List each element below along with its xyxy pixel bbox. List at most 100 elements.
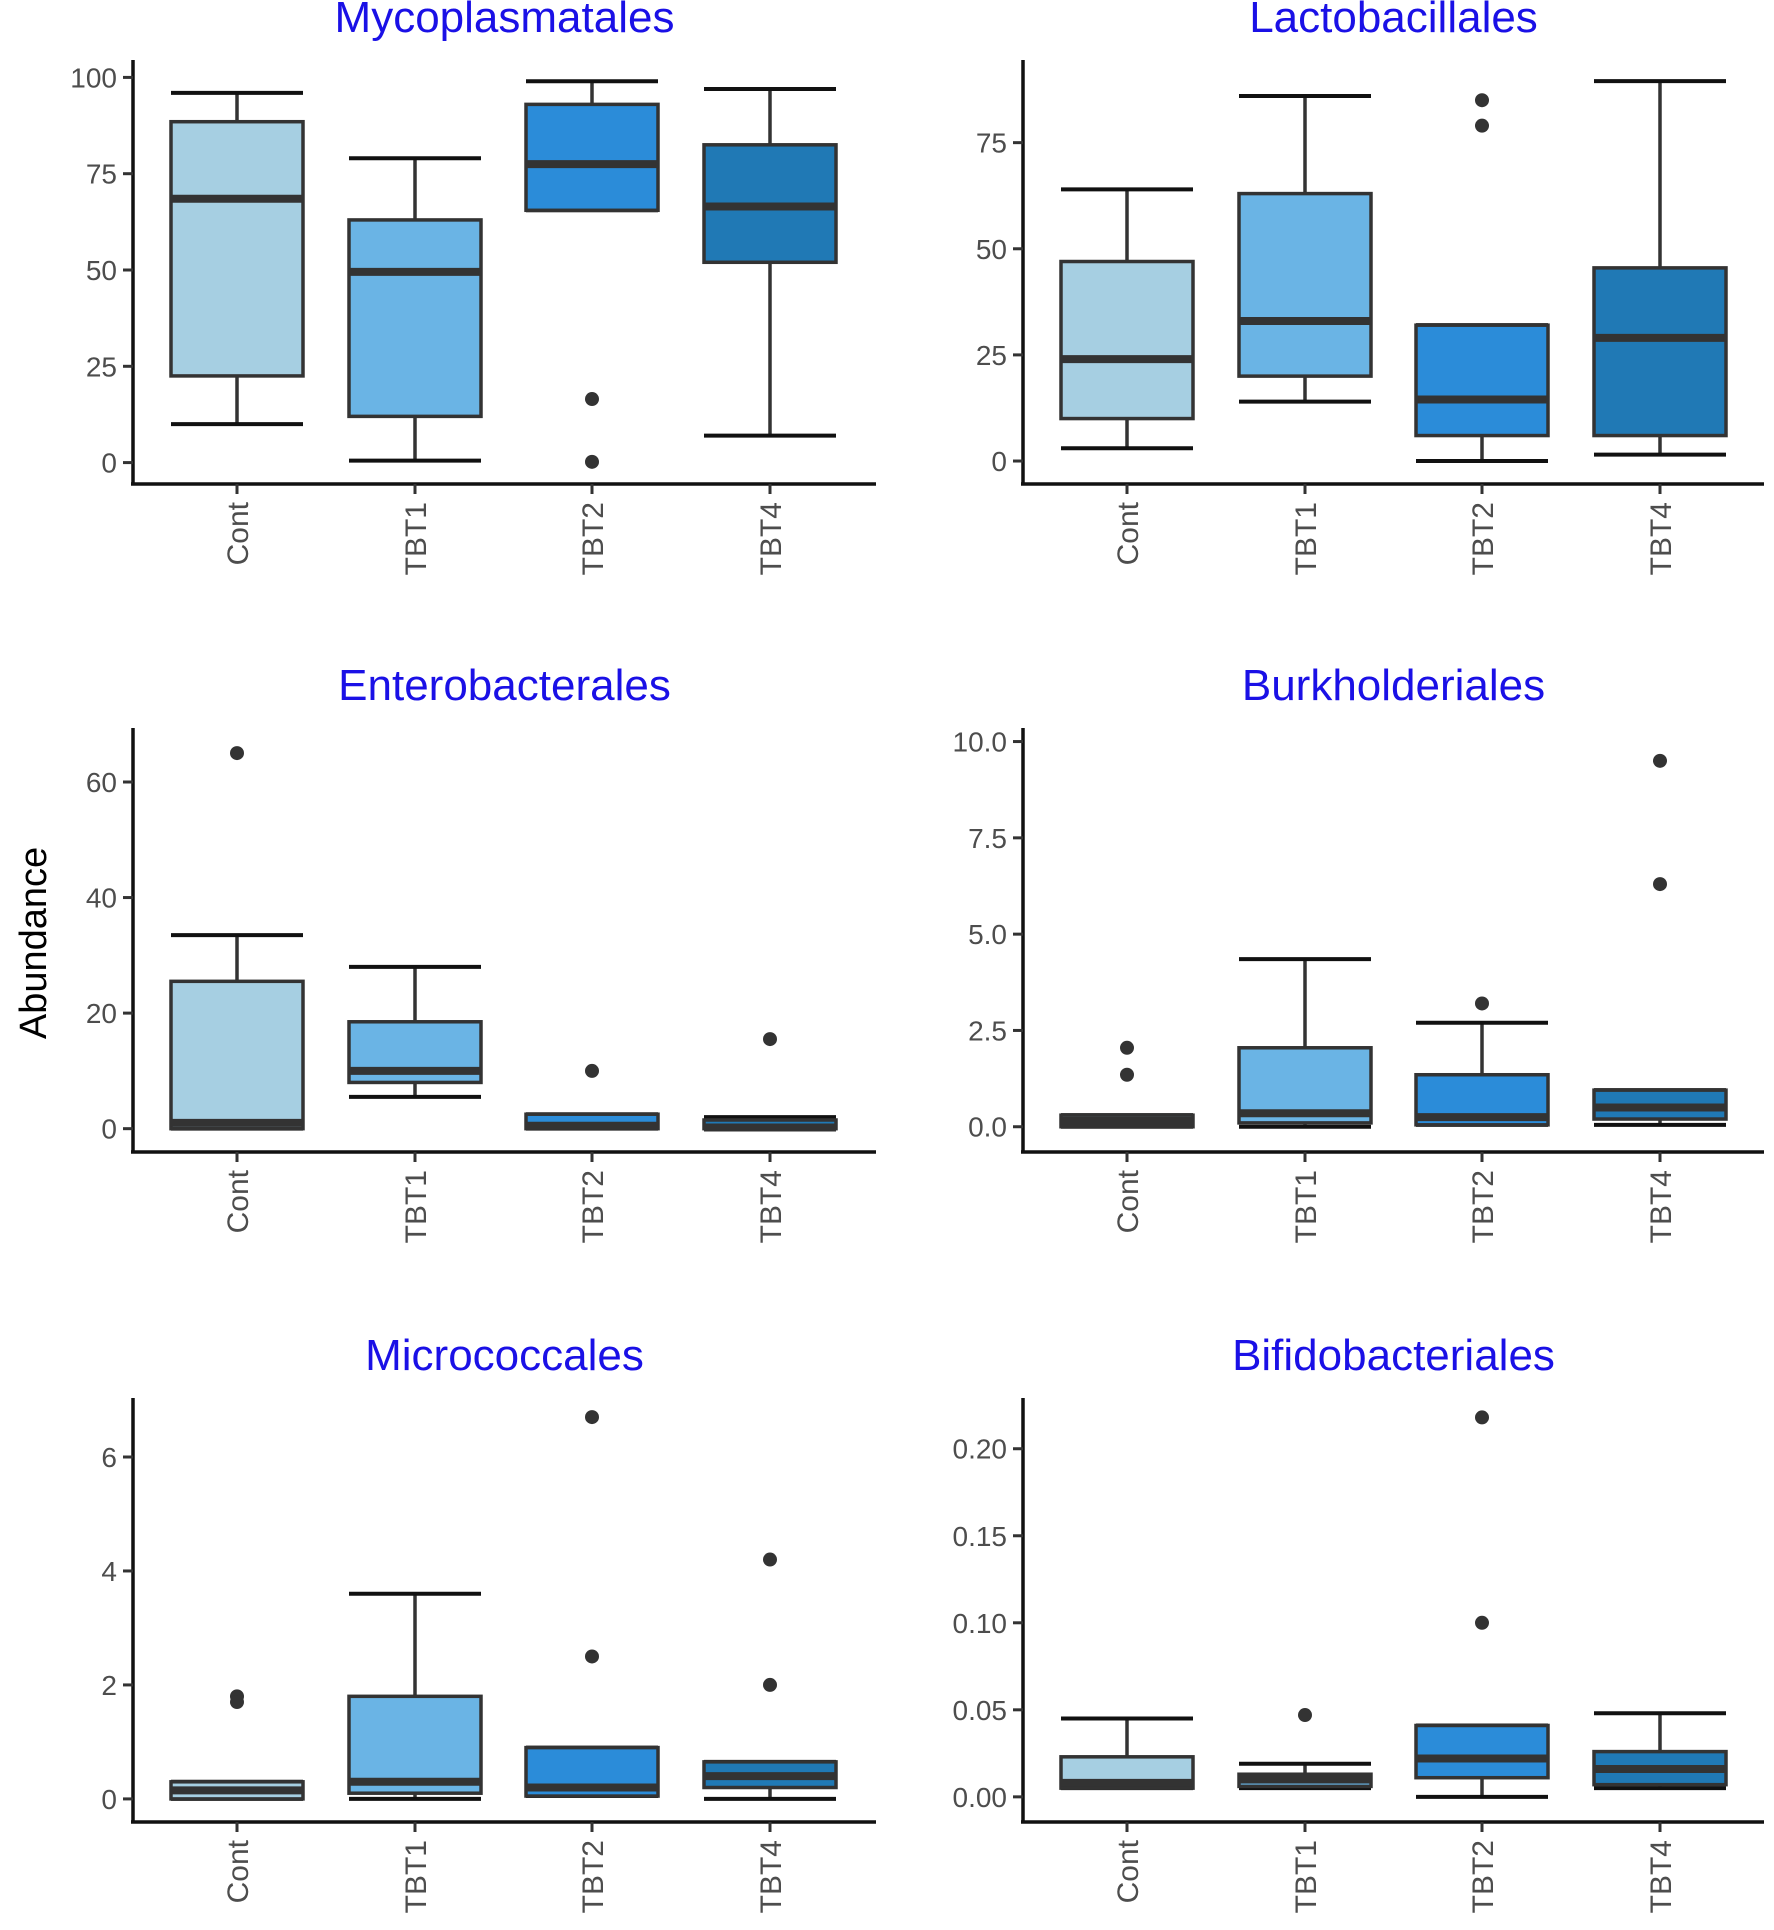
box-cont — [1059, 1716, 1195, 1791]
box-tbt1 — [1237, 1708, 1373, 1791]
y-tick-label: 0.15 — [953, 1521, 1008, 1552]
outlier-point — [1475, 93, 1489, 108]
y-tick-label: 25 — [86, 351, 117, 382]
panel-mycoplasmatales: Mycoplasmatales 0 25 50 75 100 Cont TBT1 TBT2 TBT… — [70, 0, 876, 575]
x-tick-label: TBT1 — [400, 502, 433, 575]
outlier-point — [763, 1552, 777, 1567]
y-tick-label: 20 — [86, 998, 117, 1029]
y-tick-label: 25 — [976, 340, 1007, 371]
x-tick-label: TBT4 — [755, 1840, 788, 1913]
outlier-point — [1653, 753, 1667, 768]
y-tick-label: 4 — [101, 1556, 117, 1587]
box-cont — [1059, 187, 1195, 451]
y-tick-label: 50 — [976, 234, 1007, 265]
outlier-point — [763, 1677, 777, 1692]
y-tick-label: 40 — [86, 883, 117, 914]
outlier-point — [585, 454, 599, 469]
box-cont — [1059, 1040, 1195, 1129]
box-tbt4 — [702, 1032, 838, 1132]
box-tbt4 — [702, 1552, 838, 1801]
x-tick-label: TBT2 — [577, 1170, 610, 1243]
iqr-box — [1414, 1723, 1550, 1780]
y-tick-label: 6 — [101, 1442, 117, 1473]
x-tick-label: TBT1 — [1290, 502, 1323, 575]
y-tick-label: 0 — [991, 446, 1007, 477]
box-tbt2 — [1414, 996, 1550, 1127]
iqr-box — [169, 119, 305, 378]
panel-bifidobacteriales: Bifidobacteriales 0.00 0.05 0.10 0.15 0.20 Con… — [953, 1331, 1764, 1913]
box-tbt1 — [347, 156, 483, 463]
y-tick-label: 0.0 — [968, 1112, 1007, 1143]
outlier-point — [585, 1063, 599, 1078]
y-tick-label: 50 — [86, 255, 117, 286]
x-tick-label: TBT2 — [1467, 502, 1500, 575]
box-tbt2 — [1414, 93, 1550, 464]
panel-title: Lactobacillales — [1249, 0, 1538, 42]
y-tick-label: 100 — [70, 62, 117, 93]
outlier-point — [1475, 1615, 1489, 1630]
x-tick-label: TBT2 — [1467, 1170, 1500, 1243]
box-tbt2 — [524, 79, 660, 469]
iqr-box — [1592, 266, 1728, 438]
y-tick-label: 0 — [101, 448, 117, 479]
iqr-box — [1237, 191, 1373, 378]
outlier-point — [1475, 118, 1489, 133]
x-tick-label: TBT1 — [400, 1840, 433, 1913]
iqr-box — [169, 979, 305, 1131]
box-cont — [169, 746, 305, 1131]
y-tick-label: 75 — [86, 159, 117, 190]
panel-lactobacillales: Lactobacillales 0 25 50 75 Cont TBT1 TBT2 TBT4 — [976, 0, 1764, 575]
x-tick-label: TBT4 — [1645, 1840, 1678, 1913]
y-tick-label: 0.20 — [953, 1434, 1008, 1465]
x-tick-label: TBT1 — [1290, 1170, 1323, 1243]
iqr-box — [347, 218, 483, 419]
box-tbt1 — [1237, 957, 1373, 1129]
box-cont — [169, 90, 305, 427]
panel-enterobacterales: Enterobacterales 0 20 40 60 Cont TBT1 TBT2 TBT4 — [86, 661, 876, 1243]
iqr-box — [524, 102, 660, 213]
x-tick-label: Cont — [222, 501, 255, 565]
iqr-box — [347, 1694, 483, 1795]
outlier-point — [1475, 1410, 1489, 1425]
y-tick-label: 7.5 — [968, 823, 1007, 854]
box-tbt1 — [347, 964, 483, 1099]
outlier-point — [585, 1410, 599, 1425]
x-tick-label: TBT1 — [1290, 1840, 1323, 1913]
box-tbt4 — [702, 86, 838, 438]
y-tick-label: 5.0 — [968, 919, 1007, 950]
outlier-point — [763, 1032, 777, 1047]
panel-title: Micrococcales — [365, 1331, 644, 1380]
x-tick-label: TBT2 — [577, 502, 610, 575]
outlier-point — [1653, 877, 1667, 892]
outlier-point — [1120, 1040, 1134, 1055]
outlier-point — [585, 392, 599, 407]
iqr-box — [1059, 259, 1195, 421]
panel-title: Bifidobacteriales — [1232, 1331, 1555, 1380]
x-tick-label: Cont — [1112, 1839, 1145, 1903]
x-tick-label: TBT4 — [1645, 1170, 1678, 1243]
panel-burkholderiales: Burkholderiales 0.0 2.5 5.0 7.5 10.0 Cont TBT1 T… — [953, 661, 1764, 1243]
x-tick-label: Cont — [1112, 501, 1145, 565]
x-tick-label: Cont — [222, 1169, 255, 1233]
panel-title: Burkholderiales — [1242, 661, 1545, 710]
iqr-box — [1414, 323, 1550, 438]
box-tbt1 — [347, 1591, 483, 1801]
box-tbt1 — [1237, 93, 1373, 404]
x-tick-label: TBT4 — [1645, 502, 1678, 575]
panel-micrococcales: Micrococcales 0 2 4 6 Cont TBT1 TBT2 TBT4 — [101, 1331, 876, 1913]
outlier-point — [230, 746, 244, 761]
box-tbt4 — [1592, 753, 1728, 1127]
outlier-point — [1120, 1067, 1134, 1082]
x-tick-label: Cont — [1112, 1169, 1145, 1233]
x-tick-label: TBT4 — [755, 502, 788, 575]
box-tbt2 — [524, 1063, 660, 1131]
panels-container: Mycoplasmatales 0 25 50 75 100 Cont TBT1 TBT2 TBT… — [70, 0, 1764, 1913]
panel-title: Mycoplasmatales — [335, 0, 675, 42]
x-tick-label: TBT1 — [400, 1170, 433, 1243]
outlier-point — [1298, 1708, 1312, 1723]
x-tick-label: TBT2 — [1467, 1840, 1500, 1913]
y-tick-label: 60 — [86, 767, 117, 798]
outlier-point — [585, 1649, 599, 1664]
outlier-point — [230, 1695, 244, 1710]
